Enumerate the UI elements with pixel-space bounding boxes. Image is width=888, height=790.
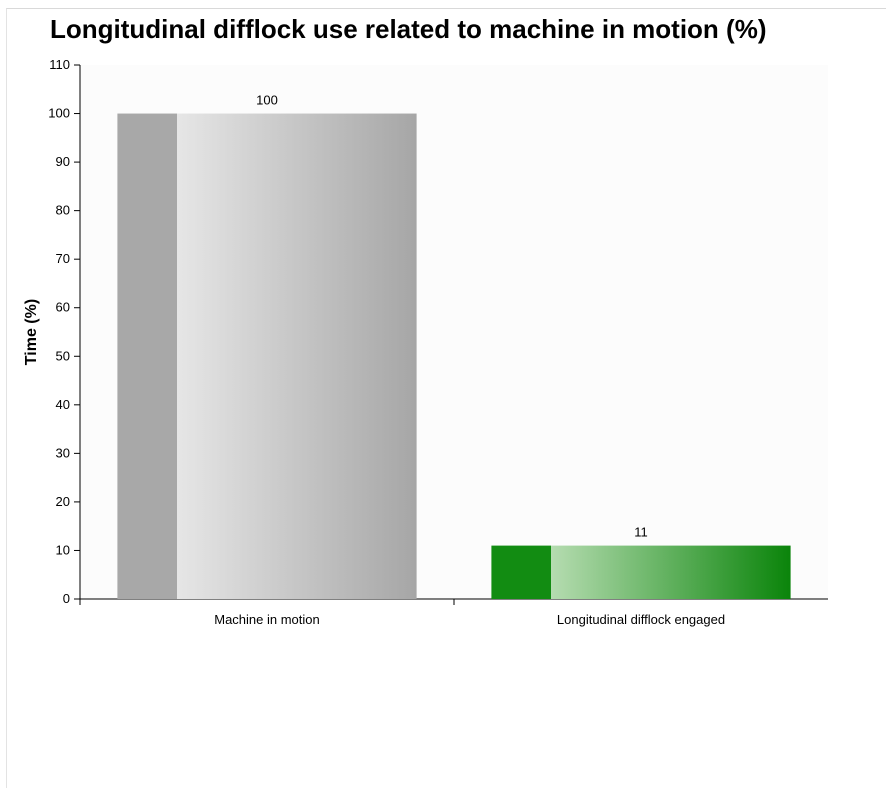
y-tick-label: 50: [56, 348, 70, 363]
x-axis: [79, 598, 828, 605]
y-tick-label: 30: [56, 445, 70, 460]
y-tick-label: 70: [56, 251, 70, 266]
y-tick-label: 80: [56, 203, 70, 218]
y-tick-label: 90: [56, 154, 70, 169]
y-axis: 0 10 20 30 40 50 60 70 80 90 100 110: [48, 57, 81, 606]
chart-title: Longitudinal difflock use related to mac…: [50, 14, 767, 44]
y-tick-label: 110: [49, 57, 70, 72]
y-axis-title: Time (%): [23, 299, 40, 365]
bars: 100 Machine in motion 11 Longitudinal diffl…: [117, 93, 791, 627]
bar: [117, 113, 417, 599]
y-tick-label: 40: [56, 397, 70, 412]
y-tick-label: 0: [63, 591, 70, 606]
y-tick-label: 60: [56, 300, 70, 315]
y-tick-label: 100: [48, 106, 70, 121]
bar-value-label: 11: [634, 525, 648, 540]
y-tick-label: 20: [56, 494, 70, 509]
y-tick-label: 10: [56, 542, 70, 557]
x-category-label: Machine in motion: [214, 612, 320, 627]
bar-value-label: 100: [256, 93, 278, 108]
x-category-label: Longitudinal difflock engaged: [557, 612, 725, 627]
bar: [491, 545, 791, 599]
